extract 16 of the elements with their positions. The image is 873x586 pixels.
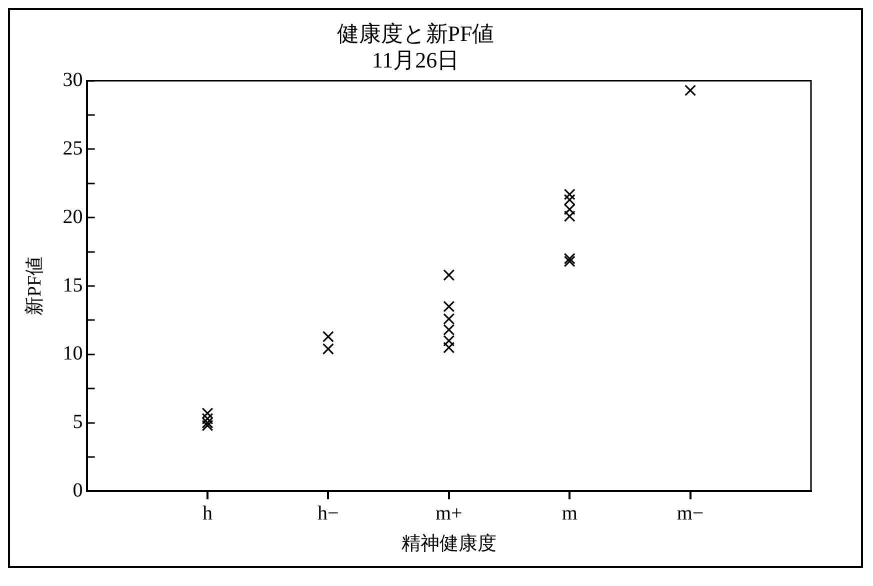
x-tick-label: m+ [435,502,462,524]
x-tick-label: m− [676,502,704,524]
y-tick-label: 20 [62,206,83,228]
y-tick-label: 5 [72,411,83,434]
y-tick-label: 10 [62,342,83,365]
x-axis-title: 精神健康度 [401,532,496,555]
x-tick-label: h− [318,502,339,524]
x-tick-label: m [562,502,578,524]
y-tick-label: 30 [62,69,83,92]
chart-subtitle: 11月26日 [372,47,460,72]
y-tick-label: 25 [62,137,83,160]
y-tick-label: 15 [62,274,83,296]
chart-title: 健康度と新PF値 [336,20,494,46]
y-axis-title: 新PF値 [23,256,46,316]
y-tick-label: 0 [72,479,83,502]
x-tick-label: h [202,502,212,524]
